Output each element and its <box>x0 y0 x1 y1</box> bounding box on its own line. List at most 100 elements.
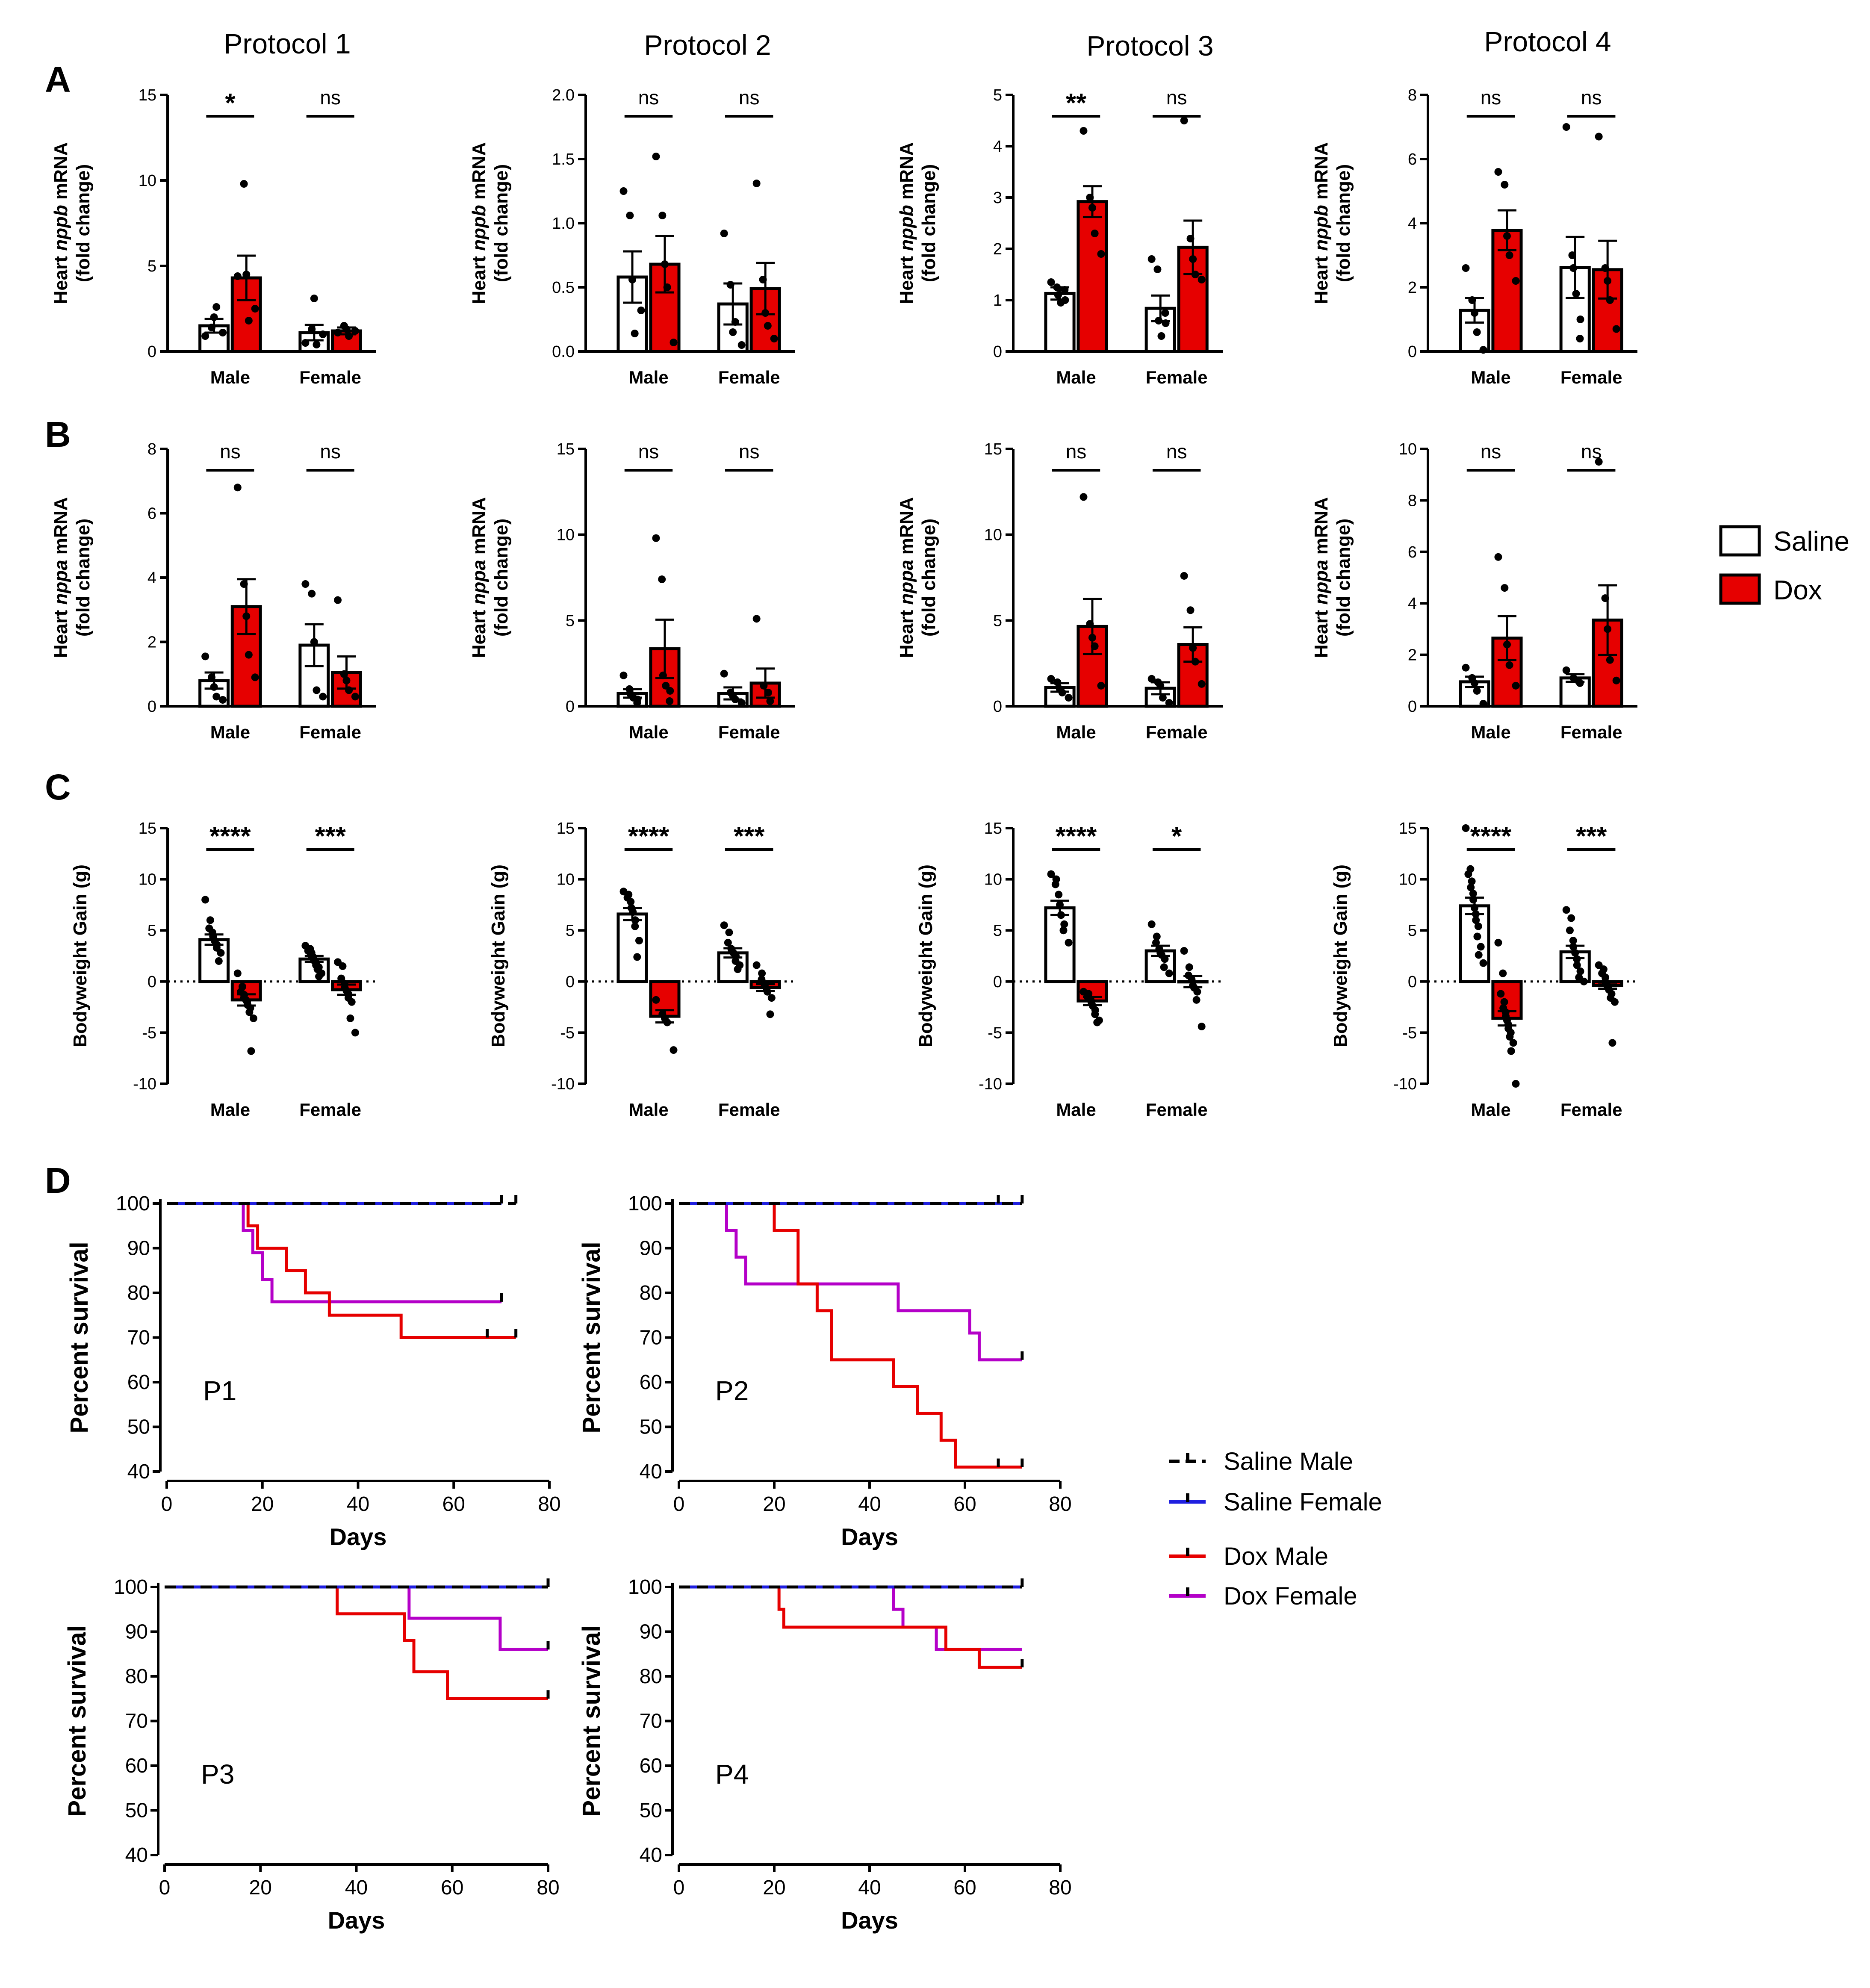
y-axis-label: Bodyweight Gain (g) <box>70 864 91 1047</box>
data-point <box>764 688 773 696</box>
data-point <box>301 339 310 347</box>
y-tick-label: 5 <box>147 257 156 275</box>
data-point <box>1153 265 1162 273</box>
data-point <box>219 696 227 704</box>
data-point <box>631 330 639 337</box>
y-tick-label: 0 <box>1408 698 1417 716</box>
significance-label: **** <box>1056 822 1097 851</box>
data-point <box>245 317 253 324</box>
significance-label: **** <box>1470 822 1512 851</box>
y-tick-label: 50 <box>127 1416 150 1439</box>
data-point <box>1065 693 1073 702</box>
data-point <box>1601 594 1609 602</box>
survival-line-dox-male <box>679 1202 1022 1469</box>
data-point <box>233 969 242 977</box>
data-point <box>1606 296 1614 304</box>
y-axis-label-2: (fold change) <box>918 519 939 637</box>
survival-chart-p4: 40 50 60 70 80 90 100 0 20 40 60 80 Days Percent surv… <box>578 1576 1072 1934</box>
y-axis-label: Heart nppb mRNA <box>50 142 71 304</box>
data-point <box>1576 335 1584 342</box>
data-point <box>247 1047 255 1055</box>
x-tick-label: 80 <box>538 1493 560 1516</box>
data-point <box>207 673 215 681</box>
y-label-pre: Heart <box>469 605 490 658</box>
survival-legend: Saline Male Saline Female Dox Male Dox F… <box>1169 1448 1382 1610</box>
survival-line-dox-female <box>679 1202 1022 1362</box>
data-point <box>1047 675 1055 683</box>
data-point <box>346 1014 354 1022</box>
y-tick-label: 0.5 <box>552 279 575 297</box>
data-point <box>1055 891 1063 899</box>
data-point <box>666 687 674 695</box>
bar-chart-c-1: -10 -5 0 5 10 15 Bodyweight Gain (g) Male **** Fe… <box>70 820 376 1120</box>
data-point <box>1053 283 1061 291</box>
data-point <box>1157 332 1165 340</box>
data-point <box>1610 998 1619 1006</box>
data-point <box>1576 316 1584 323</box>
data-point <box>1468 877 1476 885</box>
bar-chart-a-4: 0 2 4 6 8 Heart nppb mRNA (fold change) Male ns F… <box>1311 86 1637 387</box>
y-label-gene: nppa <box>469 560 490 605</box>
data-point <box>1147 920 1156 928</box>
data-point <box>319 693 327 701</box>
data-point <box>1512 1080 1520 1088</box>
survival-line-dox-male <box>679 1585 1022 1669</box>
y-tick-label: 10 <box>557 871 575 889</box>
y-label-pre: Heart <box>1311 605 1332 658</box>
bar-saline-female <box>1559 266 1591 353</box>
y-tick-label: 6 <box>147 505 156 523</box>
y-axis-label: Percent survival <box>65 1242 93 1433</box>
y-tick-label: 40 <box>127 1460 150 1483</box>
data-point <box>310 295 318 302</box>
y-axis-label: Heart nppa mRNA <box>896 497 917 658</box>
data-point <box>1159 693 1167 702</box>
y-label-post: mRNA <box>50 497 71 560</box>
y-tick-label: 15 <box>139 86 156 104</box>
data-point <box>1471 309 1479 317</box>
legend-dox-female-label: Dox Female <box>1224 1582 1357 1610</box>
y-tick-label: 6 <box>1408 150 1417 168</box>
legend-dox-male: Dox Male <box>1169 1543 1328 1570</box>
y-tick-label: 4 <box>1408 215 1417 233</box>
data-point <box>1469 896 1478 904</box>
significance-label: ns <box>739 440 760 463</box>
data-point <box>1057 911 1065 919</box>
data-point <box>233 272 242 280</box>
y-tick-label: 2.0 <box>552 86 575 104</box>
significance-label: ns <box>220 440 241 463</box>
data-point <box>215 957 223 965</box>
data-point <box>1088 204 1096 212</box>
legend-dox-male-label: Dox Male <box>1224 1543 1328 1570</box>
y-tick-label: 1 <box>993 292 1002 310</box>
data-point <box>1612 325 1620 333</box>
data-point <box>308 590 316 598</box>
data-point <box>731 318 739 326</box>
data-point <box>1080 127 1088 135</box>
y-tick-label: -5 <box>1402 1024 1417 1042</box>
data-point <box>240 180 248 188</box>
data-point <box>1153 932 1161 941</box>
data-point <box>1198 680 1206 688</box>
data-point <box>1562 906 1570 914</box>
legend-dox-swatch <box>1719 573 1761 605</box>
significance-label: ns <box>1166 440 1187 463</box>
significance-label: ns <box>638 86 659 109</box>
significance-label: ns <box>320 86 341 109</box>
y-tick-label: -10 <box>979 1075 1002 1093</box>
data-point <box>626 212 634 219</box>
data-point <box>633 953 641 961</box>
y-tick-label: 15 <box>139 820 156 838</box>
x-tick-label: 80 <box>1049 1493 1071 1516</box>
significance-label: ns <box>1066 440 1087 463</box>
bar-chart-a-3: 0 1 2 3 4 5 Heart nppb mRNA (fold change) Male **… <box>896 86 1223 387</box>
data-point <box>1185 963 1193 971</box>
data-point <box>1572 290 1580 298</box>
y-tick-label: 100 <box>628 1576 662 1599</box>
category-label-male: Male <box>1471 722 1510 742</box>
data-point <box>1567 914 1575 922</box>
data-point <box>1473 932 1481 941</box>
data-point <box>351 693 359 701</box>
y-axis-label-2: (fold change) <box>1333 519 1354 637</box>
y-label-post: mRNA <box>1311 142 1332 205</box>
data-point <box>1469 890 1477 898</box>
